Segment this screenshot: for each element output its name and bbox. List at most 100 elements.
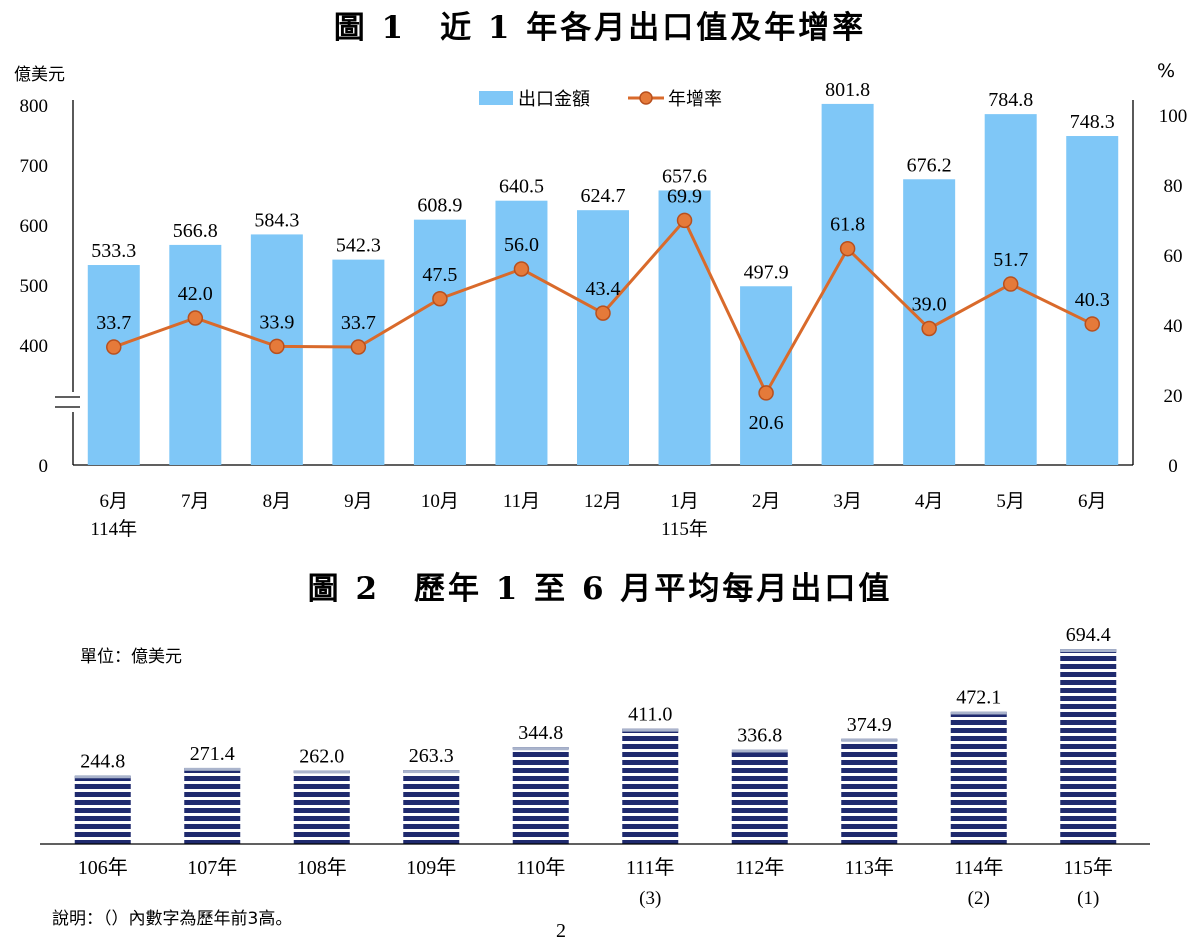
year-category-label: 110年 [516, 856, 565, 879]
right-tick-label: 80 [1164, 176, 1183, 197]
growth-rate-point [1084, 316, 1100, 332]
bar-value-label: 640.5 [499, 176, 544, 198]
yearly-value-label: 336.8 [737, 724, 782, 746]
right-tick-label: 20 [1164, 386, 1183, 407]
chart1-right-unit: % [1157, 60, 1176, 82]
month-label: 6月 [100, 491, 129, 512]
bar-value-label: 566.8 [173, 220, 218, 242]
rate-value-label: 33.7 [341, 312, 376, 334]
rate-value-label: 33.7 [96, 312, 131, 334]
year-category-label: 106年 [78, 856, 128, 879]
chart1-title: 圖 1 近 1 年各月出口值及年增率 [333, 10, 867, 46]
legend-line-marker [639, 91, 653, 105]
month-label: 3月 [833, 491, 862, 512]
month-label: 5月 [996, 491, 1025, 512]
rate-value-label: 56.0 [504, 234, 539, 256]
yearly-value-label: 271.4 [190, 743, 235, 765]
month-label: 4月 [915, 491, 944, 512]
chart2-unit: 單位：億美元 [80, 647, 182, 667]
rank-label: (1) [1077, 888, 1099, 909]
bar-value-label: 801.8 [825, 79, 870, 101]
left-tick-label: 700 [20, 156, 49, 177]
yearly-bar [184, 767, 241, 844]
yearly-value-label: 472.1 [956, 686, 1001, 708]
yearly-bar-cap [1060, 649, 1117, 653]
yearly-value-label: 694.4 [1066, 624, 1111, 646]
yearly-bar-cap [293, 770, 350, 774]
export-bar [87, 265, 140, 465]
yearly-bar [731, 749, 788, 844]
export-bar [495, 200, 548, 465]
rate-value-label: 20.6 [749, 412, 784, 434]
yearly-bar [512, 747, 569, 844]
yearly-bar-cap [184, 767, 241, 771]
export-bar [169, 244, 222, 465]
year-category-label: 114年 [954, 856, 1003, 879]
month-label: 10月 [421, 491, 459, 512]
month-label: 11月 [503, 491, 540, 512]
rate-value-label: 51.7 [993, 249, 1028, 271]
growth-rate-point [1002, 276, 1019, 292]
bar-value-label: 497.9 [744, 261, 789, 283]
rate-value-label: 39.0 [912, 294, 947, 316]
page-number: 2 [556, 920, 566, 942]
rank-label: (3) [639, 888, 661, 909]
year-category-label: 109年 [406, 856, 456, 879]
export-bar [1066, 136, 1119, 465]
growth-rate-point [676, 212, 693, 229]
right-tick-label: 60 [1164, 246, 1183, 267]
left-tick-label: 0 [39, 456, 49, 477]
yearly-bar-cap [950, 711, 1007, 715]
rank-label: (2) [968, 888, 990, 909]
yearly-bar [293, 770, 350, 844]
rate-value-label: 43.4 [586, 278, 621, 300]
yearly-value-label: 411.0 [628, 704, 672, 726]
bar-value-label: 676.2 [907, 154, 952, 176]
rate-value-label: 33.9 [259, 311, 294, 333]
left-tick-label: 800 [20, 96, 49, 117]
growth-rate-point [513, 261, 530, 277]
growth-rate-point [839, 240, 856, 257]
yearly-bar-cap [74, 775, 131, 779]
yearly-value-label: 244.8 [80, 750, 125, 772]
legend-bar-label: 出口金額 [518, 89, 590, 109]
legend-bar-swatch [479, 91, 513, 105]
year-category-label: 107年 [187, 856, 237, 879]
year-category-label: 115年 [1064, 856, 1113, 879]
bar-value-label: 608.9 [417, 195, 462, 217]
yearly-bar [74, 775, 131, 844]
legend-line-label: 年增率 [668, 89, 722, 109]
rate-value-label: 47.5 [422, 264, 457, 286]
export-bar [658, 190, 711, 465]
growth-rate-point [758, 385, 774, 401]
left-tick-label: 400 [20, 336, 49, 357]
rate-value-label: 61.8 [830, 214, 865, 236]
bar-value-label: 542.3 [336, 235, 381, 257]
yearly-value-label: 263.3 [409, 745, 454, 767]
year-category-label: 112年 [735, 856, 784, 879]
month-label: 1月 [670, 491, 699, 512]
yearly-value-label: 344.8 [518, 722, 563, 744]
export-bar [577, 210, 629, 465]
yearly-bar-cap [841, 738, 898, 742]
growth-rate-point [187, 310, 204, 326]
yearly-bar [841, 738, 898, 844]
export-bar [413, 219, 466, 465]
growth-rate-point [595, 305, 611, 321]
growth-rate-point [350, 339, 367, 355]
month-label: 6月 [1078, 491, 1107, 512]
bar-value-label: 533.3 [91, 240, 136, 262]
yearly-bar [622, 728, 679, 844]
month-label: 12月 [584, 491, 622, 512]
right-tick-label: 40 [1164, 316, 1183, 337]
export-bar [332, 259, 385, 465]
left-tick-label: 500 [20, 276, 49, 297]
yearly-value-label: 374.9 [847, 714, 892, 736]
bar-value-label: 624.7 [581, 185, 626, 207]
yearly-bar-cap [512, 747, 569, 751]
rate-value-label: 69.9 [667, 185, 702, 207]
bar-value-label: 657.6 [662, 165, 707, 187]
month-label: 9月 [344, 491, 373, 512]
month-label: 2月 [752, 491, 781, 512]
export-bar [740, 286, 793, 465]
